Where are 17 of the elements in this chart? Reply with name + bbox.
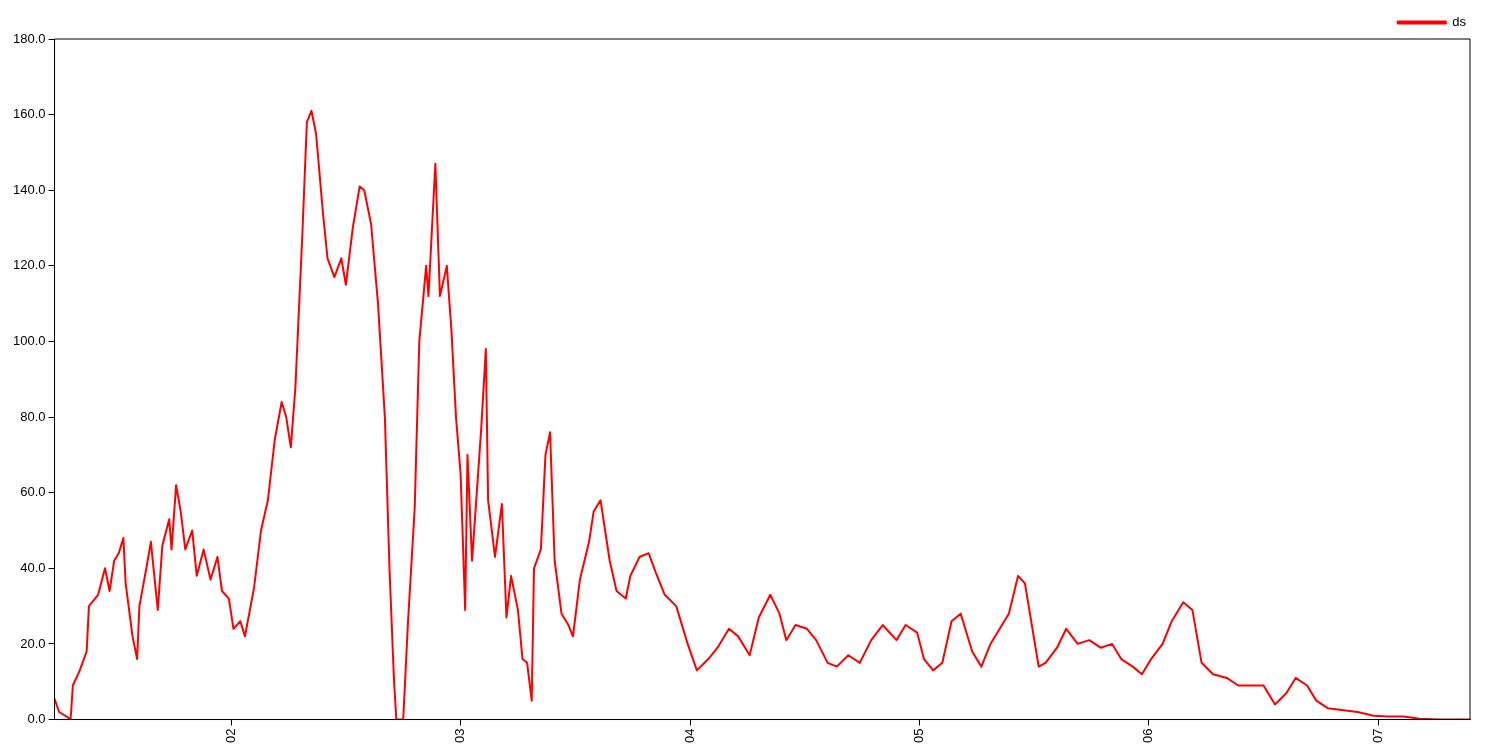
y-tick-label: 180.0 <box>12 30 46 46</box>
y-tick-label: 80.0 <box>20 408 46 424</box>
y-tick-label: 140.0 <box>12 181 46 197</box>
x-tick-label: 07 <box>1369 728 1385 744</box>
x-tick-label: 03 <box>452 728 468 744</box>
x-tick-label: 05 <box>910 728 926 744</box>
y-tick-label: 120.0 <box>12 257 46 273</box>
y-tick-label: 60.0 <box>20 484 46 500</box>
x-tick-label: 04 <box>681 728 697 744</box>
y-tick-label: 20.0 <box>20 635 46 651</box>
legend-label: ds <box>1452 14 1467 30</box>
y-tick-label: 0.0 <box>27 711 46 727</box>
x-tick-label: 06 <box>1140 728 1156 744</box>
y-tick-label: 100.0 <box>12 333 46 349</box>
y-tick-label: 40.0 <box>20 559 46 575</box>
y-tick-label: 160.0 <box>12 106 46 122</box>
x-tick-label: 02 <box>222 728 238 744</box>
